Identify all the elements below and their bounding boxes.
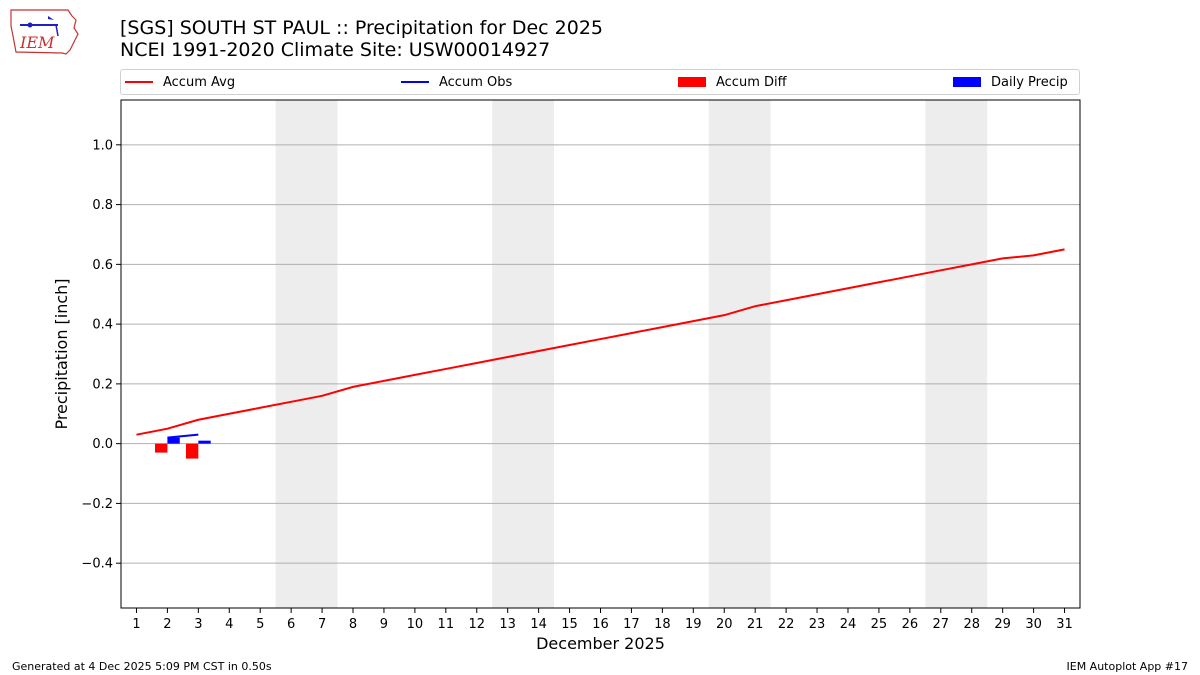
y-tick-label: 1.0: [92, 138, 113, 153]
y-tick-label: −0.2: [81, 497, 113, 512]
y-tick-label: 0.2: [92, 377, 113, 392]
legend-swatch-accum-obs: [401, 81, 429, 83]
x-tick-label: 10: [407, 617, 424, 632]
x-tick-label: 9: [380, 617, 388, 632]
legend: Accum Avg Accum Obs Accum Diff Daily Pre…: [120, 69, 1080, 95]
legend-swatch-daily-precip: [953, 77, 981, 87]
legend-item-accum-obs: Accum Obs: [401, 70, 512, 94]
bar-accum-diff: [185, 443, 199, 459]
y-axis-label: Precipitation [inch]: [52, 278, 71, 429]
x-tick-label: 25: [871, 617, 888, 632]
legend-label-accum-diff: Accum Diff: [716, 74, 787, 90]
x-tick-label: 11: [438, 617, 455, 632]
x-axis-label: December 2025: [536, 634, 665, 653]
bar-daily-precip: [198, 440, 211, 444]
series-line-accum-avg: [136, 248, 1065, 436]
x-tick-label: 14: [530, 617, 547, 632]
x-tick-label: 27: [933, 617, 950, 632]
legend-item-accum-diff: Accum Diff: [678, 70, 787, 94]
x-tick-label: 19: [685, 617, 702, 632]
x-tick-label: 1: [132, 617, 140, 632]
x-tick-label: 16: [592, 617, 609, 632]
x-tick-label: 22: [778, 617, 795, 632]
y-tick-label: 0.6: [92, 258, 113, 273]
y-tick-label: −0.4: [81, 557, 113, 572]
weekend-band-0: [275, 100, 338, 608]
legend-label-accum-avg: Accum Avg: [163, 74, 236, 90]
x-tick-label: 3: [194, 617, 202, 632]
x-tick-label: 12: [468, 617, 485, 632]
y-tick-label: 0.0: [92, 437, 113, 452]
footer-generated: Generated at 4 Dec 2025 5:09 PM CST in 0…: [12, 660, 272, 673]
x-tick-label: 2: [163, 617, 171, 632]
x-tick-label: 29: [994, 617, 1011, 632]
x-tick-label: 5: [256, 617, 264, 632]
x-tick-label: 4: [225, 617, 233, 632]
x-tick-label: 28: [963, 617, 980, 632]
x-tick-label: 31: [1056, 617, 1073, 632]
legend-swatch-accum-diff: [678, 77, 706, 87]
x-tick-label: 26: [902, 617, 919, 632]
x-tick-label: 23: [809, 617, 826, 632]
plot-frame: [120, 99, 1081, 609]
bar-daily-precip: [167, 437, 180, 444]
x-tick-label: 21: [747, 617, 764, 632]
x-tick-label: 7: [318, 617, 326, 632]
footer-app: IEM Autoplot App #17: [1066, 660, 1189, 673]
x-tick-label: 6: [287, 617, 295, 632]
legend-item-daily-precip: Daily Precip: [953, 70, 1068, 94]
weekend-band-2: [708, 100, 771, 608]
legend-label-daily-precip: Daily Precip: [991, 74, 1068, 90]
x-tick-label: 17: [623, 617, 640, 632]
weekend-band-3: [925, 100, 988, 608]
x-tick-label: 8: [349, 617, 357, 632]
x-tick-label: 18: [654, 617, 671, 632]
chart-title: [SGS] SOUTH ST PAUL :: Precipitation for…: [120, 17, 603, 61]
x-tick-label: 24: [840, 617, 857, 632]
title-line-1: [SGS] SOUTH ST PAUL :: Precipitation for…: [120, 17, 604, 39]
bar-accum-diff: [155, 443, 168, 453]
x-tick-label: 20: [716, 617, 733, 632]
x-tick-label: 13: [499, 617, 516, 632]
y-tick-label: 0.8: [92, 198, 113, 213]
x-tick-label: 15: [561, 617, 578, 632]
title-line-2: NCEI 1991-2020 Climate Site: USW00014927: [120, 39, 551, 61]
legend-swatch-accum-avg: [125, 81, 153, 83]
iem-logo: IEM: [10, 9, 79, 55]
series-line-accum-obs: [167, 433, 199, 439]
x-tick-label: 30: [1025, 617, 1042, 632]
iowa-outline-icon: [10, 9, 79, 55]
legend-item-accum-avg: Accum Avg: [125, 70, 235, 94]
logo-text: IEM: [19, 33, 55, 52]
legend-label-accum-obs: Accum Obs: [439, 74, 513, 90]
y-tick-label: 0.4: [92, 318, 113, 333]
